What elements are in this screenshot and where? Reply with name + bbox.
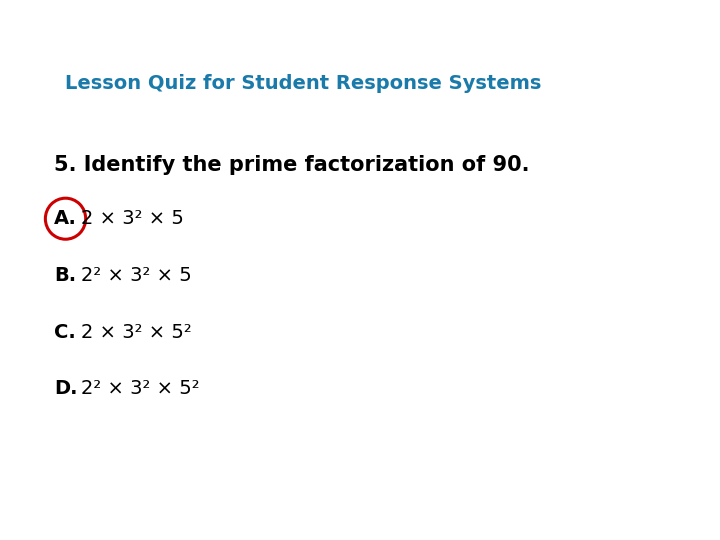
Text: 2² × 3² × 5: 2² × 3² × 5 [81, 266, 192, 285]
Text: 2 × 3² × 5²: 2 × 3² × 5² [81, 322, 192, 342]
Text: Lesson Quiz for Student Response Systems: Lesson Quiz for Student Response Systems [65, 74, 541, 93]
Text: D.: D. [54, 379, 78, 399]
Text: 2² × 3² × 5²: 2² × 3² × 5² [81, 379, 200, 399]
Text: 2 × 3² × 5: 2 × 3² × 5 [81, 209, 184, 228]
Text: A.: A. [54, 209, 77, 228]
Text: C.: C. [54, 322, 76, 342]
Text: 5. Identify the prime factorization of 90.: 5. Identify the prime factorization of 9… [54, 154, 529, 175]
Text: B.: B. [54, 266, 76, 285]
